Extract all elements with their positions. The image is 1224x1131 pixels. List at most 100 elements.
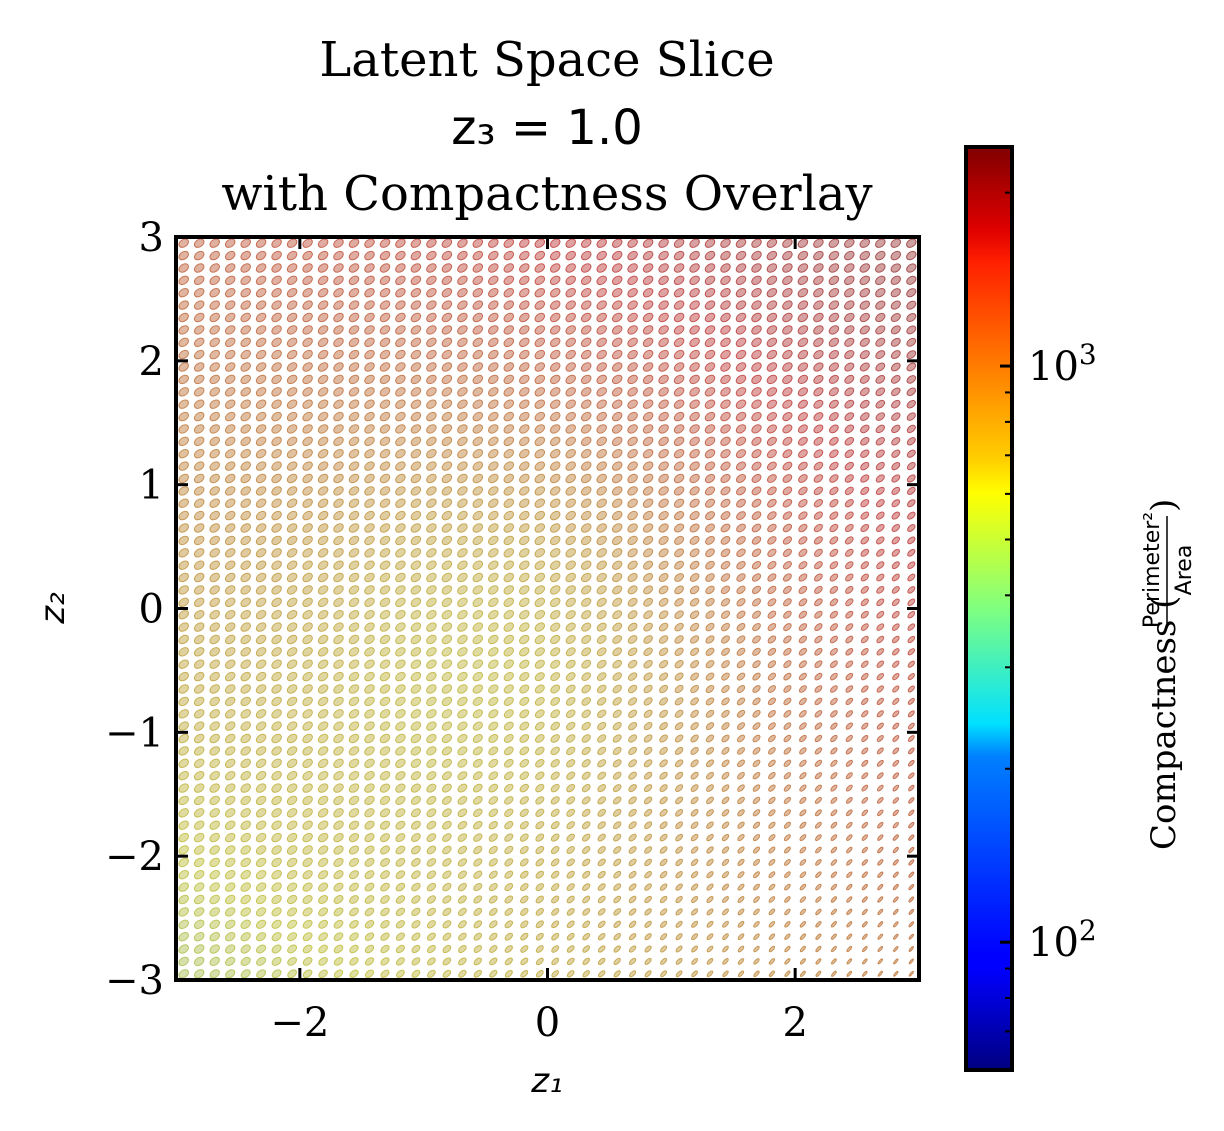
shape-glyph — [178, 932, 189, 942]
shape-glyph — [908, 921, 915, 928]
shape-glyph — [317, 795, 329, 806]
shape-glyph — [551, 945, 560, 953]
shape-glyph — [193, 857, 205, 868]
shape-glyph — [892, 809, 899, 817]
shape-glyph — [535, 858, 545, 867]
shape-glyph — [473, 796, 483, 805]
shape-glyph — [722, 958, 729, 965]
shape-glyph — [908, 884, 915, 891]
shape-glyph — [395, 882, 406, 892]
shape-glyph — [737, 858, 745, 866]
shape-glyph — [240, 820, 251, 830]
shape-glyph — [442, 895, 452, 904]
shape-glyph — [225, 956, 236, 966]
shape-glyph — [613, 821, 622, 830]
shape-glyph — [799, 846, 807, 854]
shape-glyph — [318, 969, 328, 979]
shape-glyph — [209, 870, 220, 880]
shape-glyph — [644, 821, 653, 830]
shape-glyph — [799, 933, 806, 940]
title-line-1: Latent Space Slice — [319, 32, 774, 88]
shape-glyph — [395, 858, 406, 867]
shape-glyph — [644, 846, 653, 854]
shape-glyph — [193, 882, 205, 892]
shape-glyph — [814, 759, 823, 767]
y-tick-label: 1 — [139, 463, 164, 509]
shape-glyph — [209, 721, 220, 731]
shape-glyph — [504, 845, 514, 855]
shape-glyph — [441, 771, 452, 781]
shape-glyph — [473, 945, 483, 953]
shape-glyph — [411, 920, 421, 929]
shape-glyph — [737, 821, 745, 829]
shape-glyph — [861, 734, 869, 743]
shape-glyph — [225, 932, 236, 942]
shape-glyph — [799, 821, 807, 829]
shape-glyph — [612, 746, 622, 756]
shape-glyph — [256, 932, 267, 942]
shape-glyph — [644, 945, 652, 953]
shape-glyph — [271, 956, 282, 966]
shape-glyph — [706, 833, 714, 842]
shape-glyph — [581, 734, 591, 743]
shape-glyph — [333, 944, 344, 954]
shape-glyph — [815, 945, 822, 953]
shape-glyph — [472, 758, 483, 768]
shape-glyph — [535, 920, 544, 929]
shape-glyph — [908, 809, 915, 817]
shape-glyph — [224, 845, 236, 855]
shape-glyph — [644, 957, 652, 965]
shape-glyph — [892, 834, 899, 841]
shape-glyph — [256, 944, 267, 954]
shape-glyph — [410, 771, 422, 781]
shape-glyph — [193, 758, 205, 768]
shape-glyph — [395, 820, 406, 830]
shape-glyph — [426, 845, 437, 855]
shape-glyph — [643, 808, 653, 817]
shape-glyph — [240, 907, 251, 917]
shape-glyph — [255, 894, 267, 905]
shape-glyph — [877, 859, 884, 866]
shape-glyph — [862, 970, 868, 977]
shape-glyph — [613, 945, 621, 953]
shape-glyph — [193, 845, 205, 855]
shape-glyph — [675, 933, 683, 941]
shape-glyph — [628, 945, 637, 953]
shape-glyph — [271, 857, 282, 868]
shape-glyph — [411, 907, 421, 917]
shape-glyph — [411, 969, 421, 978]
shape-glyph — [581, 759, 591, 768]
shape-glyph — [643, 722, 653, 731]
shape-glyph — [815, 958, 822, 965]
shape-glyph — [317, 820, 329, 830]
shape-glyph — [193, 721, 205, 731]
y-axis-label: z₂ — [33, 592, 73, 625]
shape-glyph — [302, 758, 313, 768]
shape-glyph — [768, 970, 775, 977]
shape-glyph — [426, 820, 437, 830]
shape-glyph — [302, 944, 313, 954]
shape-glyph — [504, 895, 514, 904]
shape-glyph — [753, 933, 760, 941]
svg-text:Compactness (: Compactness ( — [1144, 596, 1184, 850]
shape-glyph — [597, 883, 606, 891]
shape-glyph — [348, 808, 360, 818]
shape-glyph — [178, 808, 189, 818]
shape-glyph — [271, 894, 282, 905]
shape-glyph — [628, 746, 638, 755]
shape-glyph — [286, 795, 298, 806]
shape-glyph — [178, 721, 189, 731]
shape-glyph — [721, 759, 730, 768]
shape-glyph — [892, 784, 900, 792]
shape-glyph — [395, 758, 406, 768]
shape-glyph — [348, 771, 360, 781]
shape-glyph — [893, 958, 899, 965]
shape-glyph — [753, 958, 760, 965]
shape-glyph — [660, 957, 668, 965]
shape-glyph — [178, 733, 189, 744]
shape-glyph — [845, 722, 853, 730]
shape-glyph — [706, 858, 714, 867]
shape-glyph — [302, 771, 313, 781]
shape-glyph — [504, 783, 514, 793]
shape-glyph — [659, 895, 668, 904]
